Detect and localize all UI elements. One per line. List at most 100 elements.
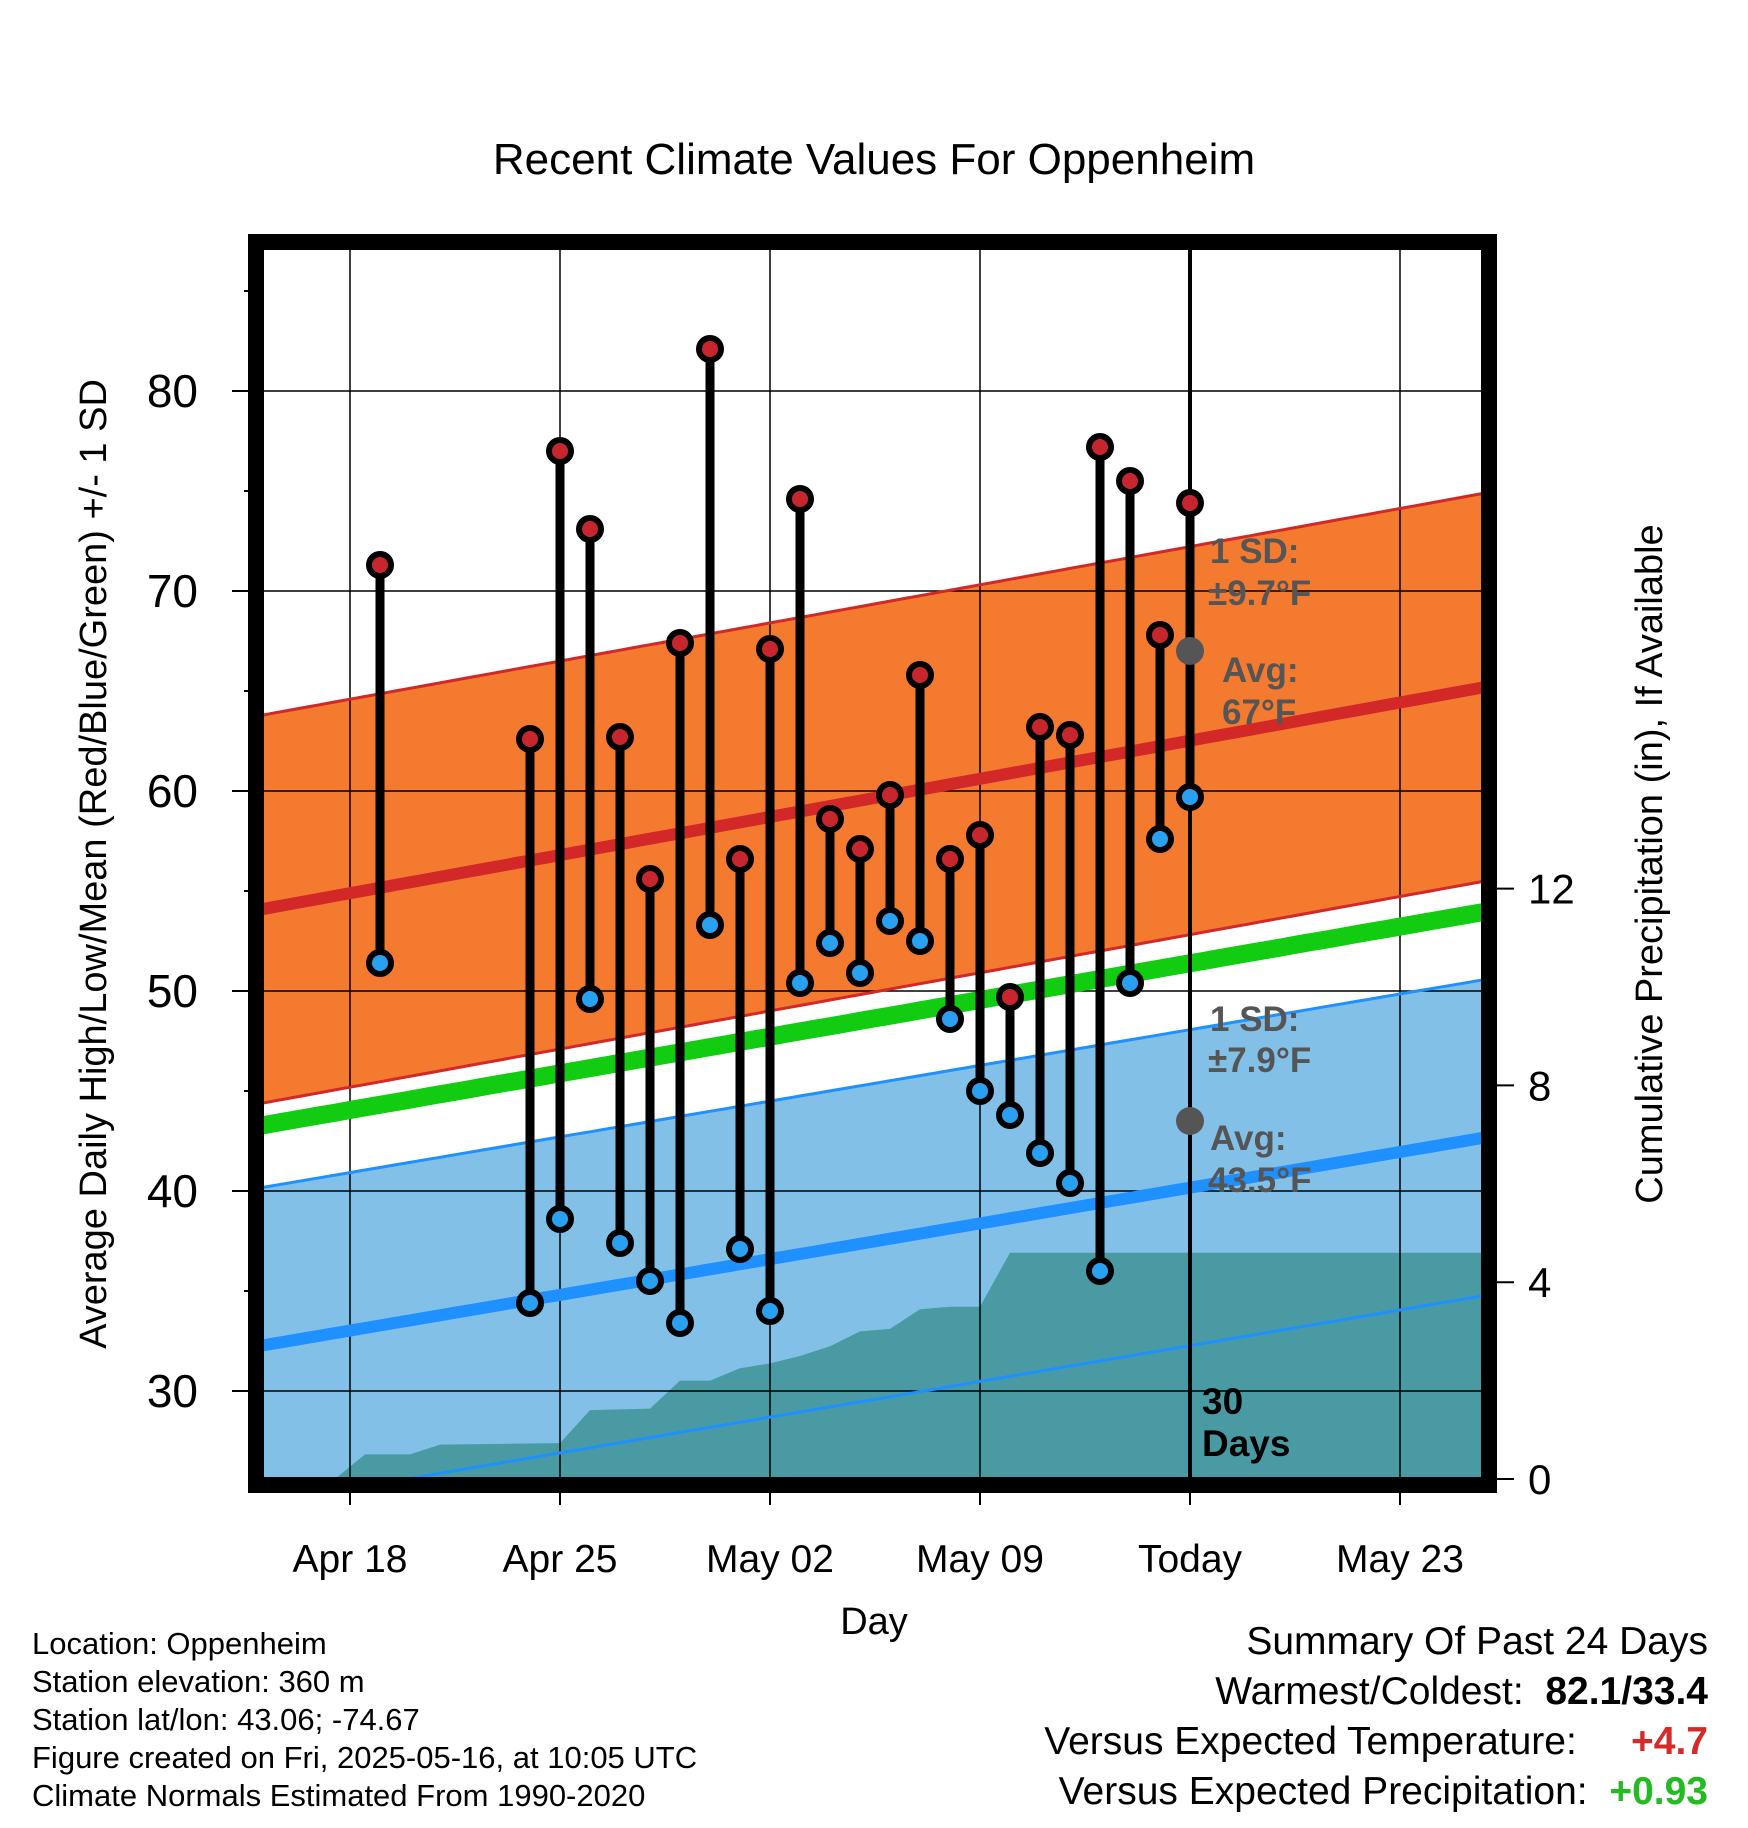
info-normals: Climate Normals Estimated From 1990-2020 [32, 1778, 646, 1813]
low-point [666, 1309, 694, 1337]
y-tick-label: 70 [147, 565, 198, 617]
daily-points [366, 335, 1204, 1337]
low-avg-value: 43.5°F [1208, 1161, 1312, 1200]
low-point [1116, 969, 1144, 997]
summary-temp-value: +4.7 [1631, 1720, 1708, 1763]
high-avg-value: 67°F [1222, 693, 1296, 732]
today-days-line: Days [1202, 1423, 1290, 1464]
summary-warmest-value: 82.1/33.4 [1545, 1670, 1708, 1713]
low-point [696, 911, 724, 939]
low-point [726, 1235, 754, 1263]
low-point [936, 1005, 964, 1033]
low-point [1056, 1169, 1084, 1197]
high-point [996, 983, 1024, 1011]
summary-warmest-label: Warmest/Coldest: [1215, 1670, 1524, 1713]
precipitation-area [262, 1252, 1483, 1479]
high-point [576, 515, 604, 543]
station-info: Location: Oppenheim Station elevation: 3… [32, 1625, 697, 1815]
low-point [756, 1297, 784, 1325]
high-point [366, 551, 394, 579]
high-sd-label: 1 SD: [1210, 532, 1299, 571]
high-point [516, 725, 544, 753]
high-point [1086, 433, 1114, 461]
high-point [846, 835, 874, 863]
low-point [606, 1229, 634, 1257]
low-point [816, 929, 844, 957]
summary-title: Summary Of Past 24 Days [1246, 1620, 1708, 1663]
high-point [936, 845, 964, 873]
info-created: Figure created on Fri, 2025-05-16, at 10… [32, 1740, 698, 1775]
high-point [906, 661, 934, 689]
low-sd-value: ±7.9°F [1208, 1041, 1311, 1080]
x-tick-label: May 02 [706, 1538, 834, 1581]
summary-temp-row: Versus Expected Temperature: +4.7 [1044, 1717, 1708, 1767]
high-point [1176, 489, 1204, 517]
high-point [1146, 621, 1174, 649]
low-sd-band [262, 979, 1483, 1479]
high-point [756, 635, 784, 663]
y-tick-label: 30 [147, 1365, 198, 1417]
y2-axis-label: Cumulative Precipitation (in), If Availa… [1629, 524, 1671, 1203]
x-tick-label: May 23 [1336, 1538, 1464, 1581]
low-point [1146, 825, 1174, 853]
y2-tick-label: 0 [1528, 1456, 1551, 1503]
x-tick-label: Apr 25 [503, 1538, 618, 1581]
y2-tick-label: 8 [1528, 1062, 1551, 1109]
low-point [1086, 1257, 1114, 1285]
high-point [786, 485, 814, 513]
high-point [666, 629, 694, 657]
y-tick-label: 40 [147, 1165, 198, 1217]
high-point [966, 821, 994, 849]
y-tick-label: 80 [147, 365, 198, 417]
high-point [1116, 467, 1144, 495]
high-sd-value: ±9.7°F [1208, 574, 1311, 613]
axis-ticks [232, 290, 1514, 1505]
high-avg-label: Avg: [1222, 651, 1298, 690]
chart-title: Recent Climate Values For Oppenheim [493, 135, 1255, 184]
high-point [636, 865, 664, 893]
plot-frame [248, 234, 1497, 1493]
low-point [636, 1267, 664, 1295]
today-low-normal-dot [1176, 1107, 1204, 1135]
low-point [906, 927, 934, 955]
summary-warmest-row: Warmest/Coldest: 82.1/33.4 [1044, 1667, 1708, 1717]
today-days-label: 30 Days [1202, 1381, 1290, 1464]
y-tick-label: 60 [147, 765, 198, 817]
x-tick-label: May 09 [916, 1538, 1044, 1581]
axis-tick-labels: Apr 18 Apr 25 May 02 May 09 Today May 2330405… [147, 365, 1575, 1581]
low-sd-label: 1 SD: [1210, 1000, 1299, 1039]
low-sd-lower-line [397, 1294, 1483, 1479]
summary-panel: Summary Of Past 24 Days Warmest/Coldest:… [1044, 1617, 1708, 1817]
summary-precip-row: Versus Expected Precipitation: +0.93 [1044, 1767, 1708, 1817]
x-axis-label: Day [840, 1601, 908, 1643]
low-point [966, 1077, 994, 1105]
low-point [546, 1205, 574, 1233]
high-point [606, 723, 634, 751]
y2-tick-label: 12 [1528, 866, 1575, 913]
y2-tick-label: 4 [1528, 1259, 1551, 1306]
low-avg-label: Avg: [1210, 1119, 1286, 1158]
low-point [516, 1289, 544, 1317]
x-tick-label: Apr 18 [293, 1538, 408, 1581]
x-tick-label: Today [1138, 1538, 1243, 1581]
summary-precip-label: Versus Expected Precipitation: [1058, 1770, 1588, 1813]
low-point [786, 969, 814, 997]
high-point [726, 845, 754, 873]
today-days-line: 30 [1202, 1381, 1243, 1422]
summary-temp-label: Versus Expected Temperature: [1044, 1720, 1577, 1763]
low-point [576, 985, 604, 1013]
y-tick-label: 50 [147, 965, 198, 1017]
high-point [876, 781, 904, 809]
high-point [1026, 713, 1054, 741]
low-point [1026, 1139, 1054, 1167]
low-point [366, 949, 394, 977]
low-point [846, 959, 874, 987]
info-elevation: Station elevation: 360 m [32, 1664, 365, 1699]
info-latlon: Station lat/lon: 43.06; -74.67 [32, 1702, 420, 1737]
today-high-normal-dot [1176, 637, 1204, 665]
high-point [1056, 721, 1084, 749]
y-axis-label: Average Daily High/Low/Mean (Red/Blue/Gr… [73, 379, 115, 1349]
info-location: Location: Oppenheim [32, 1626, 327, 1661]
high-point [696, 335, 724, 363]
